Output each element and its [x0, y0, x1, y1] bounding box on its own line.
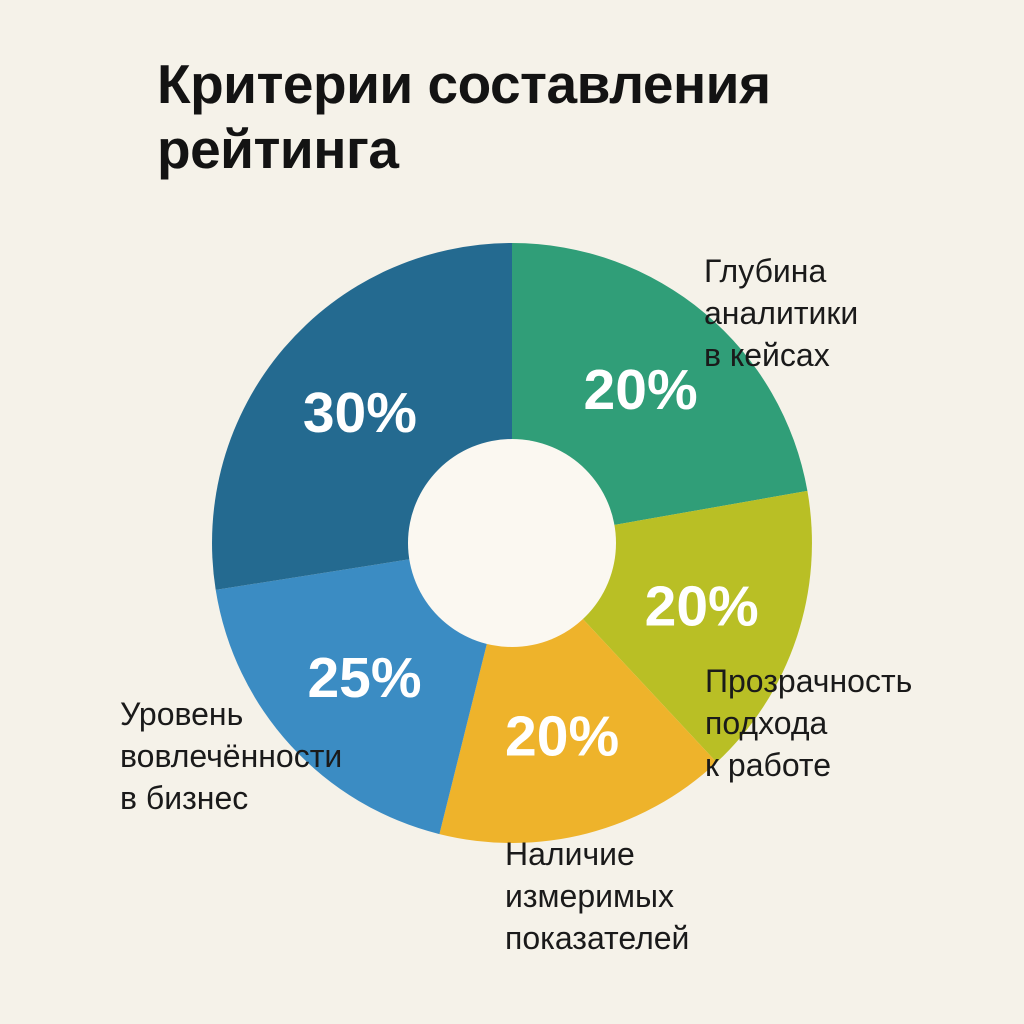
donut-hole — [408, 439, 616, 647]
page-title-line-2: рейтинга — [157, 118, 399, 180]
slice-label-line: в бизнес — [120, 780, 249, 816]
slice-label-line: подхода — [705, 705, 828, 741]
page-title: Критерии составления рейтинга — [157, 52, 771, 182]
slice-label-line: вовлечённости — [120, 738, 343, 774]
pie-slice-percent-approach-transparency: 20% — [645, 575, 759, 639]
slice-label-line: Глубина — [704, 253, 827, 289]
pie-slice-percent-top-left-segment: 30% — [303, 381, 417, 445]
slice-label-line: в кейсах — [704, 337, 830, 373]
slice-label-analytics-depth: Глубина аналитики в кейсах — [704, 250, 858, 376]
page-title-line-1: Критерии составления — [157, 53, 771, 115]
pie-slice-percent-business-involvement: 25% — [307, 646, 421, 710]
pie-slice-analytics-depth — [512, 243, 808, 543]
slice-label-line: показателей — [505, 920, 690, 956]
slice-label-line: аналитики — [704, 295, 859, 331]
pie-slice-percent-measurable-indicators: 20% — [505, 705, 619, 769]
slice-label-line: измеримых — [505, 878, 675, 914]
slice-label-line: Наличие — [505, 836, 635, 872]
slice-label-line: к работе — [705, 747, 831, 783]
slice-label-approach-transparency: Прозрачность подхода к работе — [705, 660, 912, 786]
slice-label-business-involvement: Уровень вовлечённости в бизнес — [120, 693, 342, 819]
pie-slice-percent-analytics-depth: 20% — [584, 358, 698, 422]
slice-label-measurable-indicators: Наличие измеримых показателей — [505, 833, 689, 959]
slice-label-line: Уровень — [120, 696, 244, 732]
slice-label-line: Прозрачность — [705, 663, 913, 699]
